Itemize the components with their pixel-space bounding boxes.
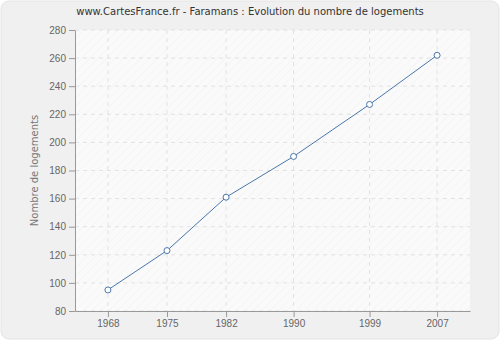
series — [105, 52, 440, 293]
x-tick-mark — [294, 311, 295, 317]
point — [434, 52, 440, 58]
grid-line — [75, 58, 470, 59]
point — [223, 194, 229, 200]
point — [291, 153, 297, 159]
x-tick-mark — [226, 311, 227, 317]
point — [105, 287, 111, 293]
y-tick-label: 160 — [49, 193, 66, 204]
grid-line — [75, 170, 470, 171]
grid-line — [293, 30, 294, 311]
y-tick: 280 — [49, 25, 75, 36]
x-tick-mark — [370, 311, 371, 317]
grid-line — [75, 311, 470, 312]
grid-line — [75, 226, 470, 227]
y-tick-label: 240 — [49, 81, 66, 92]
y-tick: 260 — [49, 53, 75, 64]
y-tick-mark — [69, 227, 75, 228]
y-tick-label: 220 — [49, 109, 66, 120]
y-tick-label: 260 — [49, 53, 66, 64]
x-axis-line — [76, 311, 471, 312]
y-tick: 140 — [49, 221, 75, 232]
y-tick-mark — [69, 86, 75, 87]
y-tick: 180 — [49, 165, 75, 176]
grid-line — [75, 198, 470, 199]
grid-line — [75, 114, 470, 115]
y-axis-title: Nombre de logements — [29, 115, 40, 226]
x-tick-label: 1968 — [97, 318, 120, 329]
y-tick: 120 — [49, 250, 75, 261]
x-tick-mark — [167, 311, 168, 317]
y-tick-mark — [69, 283, 75, 284]
x-tick-label: 1975 — [156, 318, 179, 329]
line — [108, 55, 437, 290]
x-tick-label: 2007 — [426, 318, 449, 329]
title: www.CartesFrance.fr - Faramans : Evoluti… — [76, 6, 424, 17]
grid-line — [75, 254, 470, 255]
y-axis-line — [75, 31, 76, 312]
y-tick-mark — [69, 255, 75, 256]
grid-line — [75, 30, 470, 31]
y-tick-mark — [69, 114, 75, 115]
background — [1, 1, 499, 339]
grid-line — [75, 86, 470, 87]
y-tick-mark — [69, 30, 75, 31]
y-tick: 160 — [49, 193, 75, 204]
y-tick-mark — [69, 142, 75, 143]
grid-line — [75, 142, 470, 143]
y-tick-label: 200 — [49, 137, 66, 148]
y-tick: 240 — [49, 81, 75, 92]
x-tick-label: 1999 — [359, 318, 382, 329]
grid-line — [107, 30, 108, 311]
grid-line — [226, 30, 227, 311]
y-tick-label: 80 — [55, 306, 67, 317]
y-tick: 80 — [55, 306, 75, 317]
x-tick-mark — [437, 311, 438, 317]
x-tick: 1975 — [156, 311, 179, 329]
y-tick-label: 100 — [49, 278, 66, 289]
y-tick-label: 180 — [49, 165, 66, 176]
y-tick-mark — [69, 199, 75, 200]
grid — [75, 30, 470, 311]
x-tick: 1990 — [283, 311, 306, 329]
y-tick-mark — [69, 171, 75, 172]
grid-line — [75, 282, 470, 283]
point — [164, 248, 170, 254]
plot: 1968 1975 1982 1990 1999 2007 80 100 120 140 160 18… — [49, 25, 470, 329]
x-tick: 1999 — [359, 311, 382, 329]
y-axis: 80 100 120 140 160 180 200 220 240 260 280 — [49, 25, 75, 317]
x-tick: 1968 — [97, 311, 120, 329]
grid-line — [369, 30, 370, 311]
x-tick-label: 1990 — [283, 318, 306, 329]
chart: 1968 1975 1982 1990 1999 2007 80 100 120 140 160 18… — [0, 0, 500, 340]
x-axis: 1968 1975 1982 1990 1999 2007 — [76, 311, 471, 329]
grid-line — [166, 30, 167, 311]
y-tick-mark — [69, 58, 75, 59]
y-tick-label: 280 — [49, 25, 66, 36]
x-tick-label: 1982 — [215, 318, 238, 329]
x-tick: 1982 — [215, 311, 238, 329]
y-tick: 100 — [49, 278, 75, 289]
grid-line — [437, 30, 438, 311]
y-tick-mark — [69, 311, 75, 312]
y-tick-label: 140 — [49, 221, 66, 232]
point — [367, 101, 373, 107]
plot-area — [75, 30, 470, 311]
y-tick: 220 — [49, 109, 75, 120]
y-tick-label: 120 — [49, 250, 66, 261]
x-tick: 2007 — [426, 311, 449, 329]
y-tick: 200 — [49, 137, 75, 148]
x-tick-mark — [108, 311, 109, 317]
